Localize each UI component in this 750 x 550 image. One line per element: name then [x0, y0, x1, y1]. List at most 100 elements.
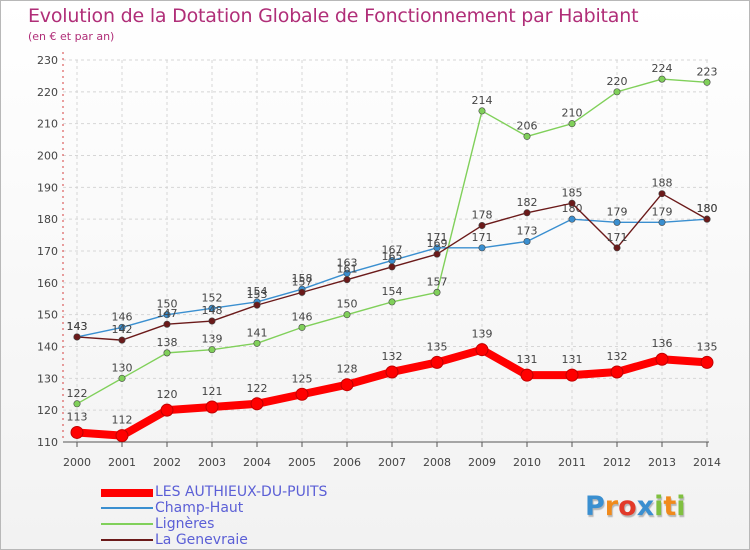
proxiti-logo: Proxiti [585, 491, 686, 522]
data-point [478, 244, 486, 252]
data-point [73, 400, 81, 408]
data-point [73, 333, 81, 341]
logo-letter: i [676, 491, 686, 522]
data-label: 136 [652, 337, 673, 350]
data-label: 188 [652, 177, 673, 190]
y-tick-label: 150 [37, 309, 58, 322]
data-point [208, 346, 216, 354]
data-point [433, 288, 441, 296]
legend-swatch-champ-haut [101, 507, 153, 509]
data-point [388, 298, 396, 306]
data-point [658, 190, 666, 198]
data-label: 180 [562, 202, 583, 215]
data-point [568, 199, 576, 207]
data-label: 141 [247, 326, 268, 339]
x-tick-label: 2005 [288, 456, 316, 469]
data-label: 138 [157, 336, 178, 349]
x-tick-label: 2012 [603, 456, 631, 469]
legend-label-ligneres: Lignères [155, 516, 215, 532]
data-label: 179 [607, 205, 628, 218]
data-label: 158 [292, 272, 313, 285]
logo-letter: P [585, 491, 605, 522]
data-label: 152 [202, 291, 223, 304]
data-label: 182 [517, 196, 538, 209]
data-point [520, 368, 534, 382]
data-label: 167 [382, 244, 403, 257]
logo-letter: r [604, 491, 619, 522]
x-tick-label: 2014 [693, 456, 721, 469]
data-point [298, 323, 306, 331]
data-point [700, 355, 714, 369]
data-label: 130 [112, 361, 133, 374]
x-tick-label: 2002 [153, 456, 181, 469]
data-label: 154 [382, 285, 403, 298]
data-point [523, 237, 531, 245]
logo-letter: i [654, 491, 664, 522]
data-label: 150 [157, 298, 178, 311]
data-point [253, 339, 261, 347]
x-tick-label: 2008 [423, 456, 451, 469]
x-tick-label: 2009 [468, 456, 496, 469]
legend-swatch-les-authieux [101, 489, 153, 497]
data-point [340, 378, 354, 392]
data-point [343, 311, 351, 319]
legend-label-champ-haut: Champ-Haut [155, 500, 244, 516]
y-tick-label: 130 [37, 372, 58, 385]
legend: LES AUTHIEUX-DU-PUITS Champ-Haut Lignère… [101, 484, 741, 549]
data-label: 178 [472, 209, 493, 222]
data-label: 157 [427, 275, 448, 288]
data-label: 206 [517, 119, 538, 132]
data-point [208, 304, 216, 312]
data-point [613, 88, 621, 96]
data-point [298, 288, 306, 296]
data-point [610, 365, 624, 379]
data-point [70, 425, 84, 439]
data-label: 125 [292, 372, 313, 385]
data-label: 163 [337, 256, 358, 269]
data-label: 147 [157, 307, 178, 320]
data-label: 113 [67, 410, 88, 423]
data-point [118, 336, 126, 344]
x-tick-label: 2006 [333, 456, 361, 469]
data-point [703, 78, 711, 86]
data-point [118, 323, 126, 331]
data-label: 154 [247, 285, 268, 298]
legend-label-les-authieux: LES AUTHIEUX-DU-PUITS [155, 484, 328, 500]
x-tick-label: 2013 [648, 456, 676, 469]
data-point [385, 365, 399, 379]
data-point [478, 222, 486, 230]
data-label: 139 [472, 328, 493, 341]
data-label: 121 [202, 385, 223, 398]
logo-letter: o [618, 491, 637, 522]
data-label: 120 [157, 388, 178, 401]
data-point [295, 387, 309, 401]
data-point [163, 320, 171, 328]
data-point [163, 349, 171, 357]
y-tick-label: 210 [37, 118, 58, 131]
data-label: 171 [427, 231, 448, 244]
data-label: 122 [67, 387, 88, 400]
data-label: 146 [292, 310, 313, 323]
y-tick-label: 160 [37, 277, 58, 290]
x-tick-label: 2007 [378, 456, 406, 469]
data-label: 135 [427, 340, 448, 353]
data-label: 132 [607, 350, 628, 363]
data-point [568, 120, 576, 128]
data-point [208, 317, 216, 325]
data-label: 157 [292, 275, 313, 288]
x-tick-label: 2000 [63, 456, 91, 469]
y-tick-label: 190 [37, 181, 58, 194]
y-tick-label: 120 [37, 404, 58, 417]
data-label: 214 [472, 94, 493, 107]
y-tick-label: 110 [37, 436, 58, 449]
data-label: 150 [337, 298, 358, 311]
data-point [160, 403, 174, 417]
data-point [433, 250, 441, 258]
chart-title: Evolution de la Dotation Globale de Fonc… [28, 5, 639, 27]
data-point [658, 218, 666, 226]
data-label: 128 [337, 363, 358, 376]
x-tick-label: 2010 [513, 456, 541, 469]
data-label: 180 [697, 202, 718, 215]
data-label: 122 [247, 382, 268, 395]
